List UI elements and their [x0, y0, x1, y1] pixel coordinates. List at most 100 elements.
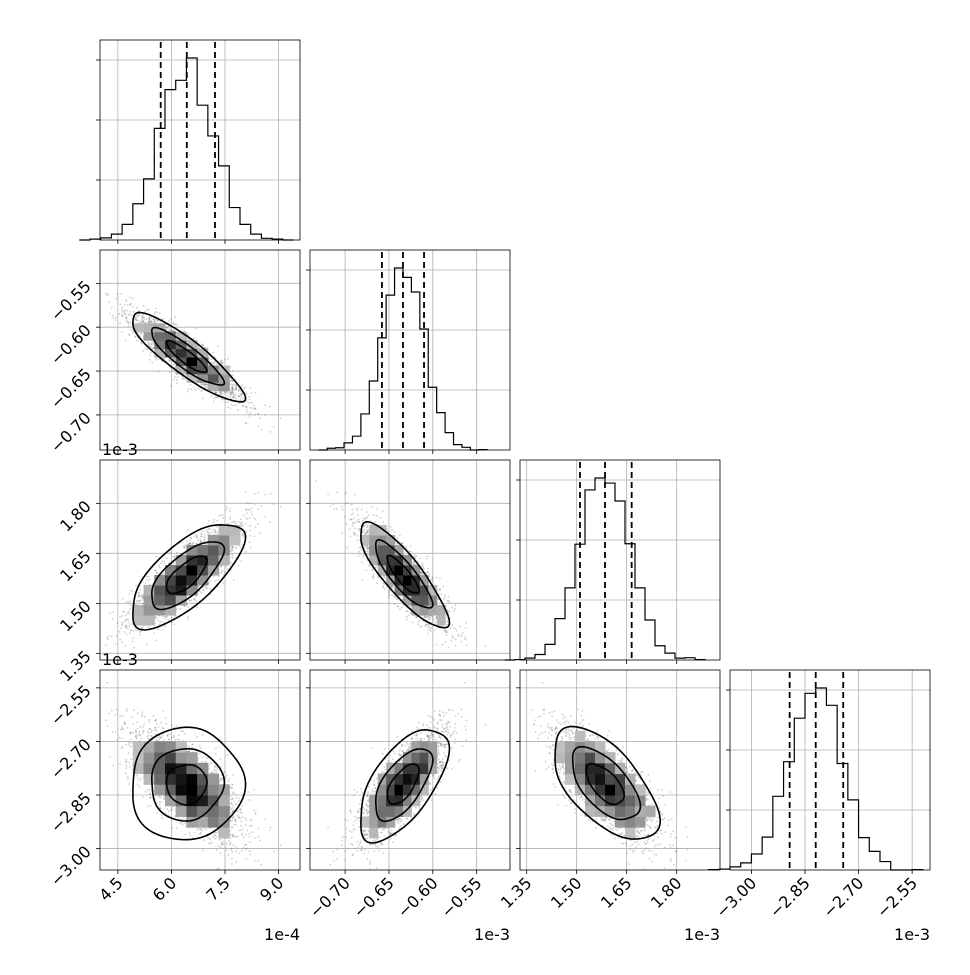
scatter-point [173, 379, 175, 381]
scatter-point [250, 511, 252, 513]
scatter-point [129, 600, 131, 602]
scatter-point [260, 505, 262, 507]
scatter-point [155, 359, 157, 361]
scatter-point [194, 389, 196, 391]
scatter-point [128, 611, 130, 613]
scatter-point [232, 370, 234, 372]
scatter-point [184, 378, 186, 380]
scatter-point [119, 303, 121, 305]
scatter-point [118, 313, 120, 315]
scatter-point [246, 409, 248, 411]
scatter-point [246, 412, 248, 414]
scatter-point [257, 413, 259, 415]
scatter-point [188, 332, 190, 334]
scatter-point [124, 611, 126, 613]
scatter-point [211, 395, 213, 397]
scatter-point [132, 297, 134, 299]
scatter-point [229, 407, 231, 409]
scatter-point [121, 641, 123, 643]
scatter-point [270, 431, 272, 433]
scatter-point [218, 515, 220, 517]
scatter-point [217, 345, 219, 347]
scatter-point [125, 627, 127, 629]
scatter-point [241, 525, 243, 527]
scatter-point [255, 526, 257, 528]
scatter-point [249, 402, 251, 404]
scatter-point [127, 321, 129, 323]
scatter-point [138, 634, 140, 636]
scatter-point [124, 304, 126, 306]
scatter-point [115, 319, 117, 321]
scatter-point [157, 629, 159, 631]
scatter-point [112, 315, 114, 317]
scatter-point [238, 521, 240, 523]
scatter-point [250, 392, 252, 394]
scatter-point [116, 635, 118, 637]
scatter-point [108, 635, 110, 637]
scatter-point [186, 531, 188, 533]
scatter-point [251, 514, 253, 516]
scatter-point [225, 401, 227, 403]
scatter-point [245, 422, 247, 424]
scatter-point [213, 401, 215, 403]
scatter-point [222, 582, 224, 584]
scatter-point [121, 623, 123, 625]
scatter-point [129, 296, 131, 298]
scatter-point [213, 519, 215, 521]
scatter-point [248, 396, 250, 398]
scatter-point [125, 313, 127, 315]
scatter-point [249, 509, 251, 511]
scatter-point [121, 307, 123, 309]
panel-frame [520, 460, 720, 660]
scatter-point [153, 633, 155, 635]
scatter-point [257, 523, 259, 525]
scatter-point [129, 311, 131, 313]
scatter-point [170, 318, 172, 320]
scatter-point [143, 305, 145, 307]
scatter-point [227, 401, 229, 403]
scatter-point [213, 521, 215, 523]
scatter-point [125, 615, 127, 617]
scatter-point [229, 508, 231, 510]
scatter-point [249, 503, 251, 505]
scatter-point [107, 638, 109, 640]
scatter-point [269, 521, 271, 523]
scatter-point [231, 569, 233, 571]
scatter-point [130, 604, 132, 606]
scatter-point [213, 352, 215, 354]
scatter-point [112, 611, 114, 613]
scatter-point [132, 590, 134, 592]
scatter-point [227, 358, 229, 360]
scatter-point [151, 362, 153, 364]
panel-content [95, 274, 300, 445]
scatter-point [119, 616, 121, 618]
scatter-point [118, 631, 120, 633]
scatter-point [248, 398, 250, 400]
scatter-point [249, 407, 251, 409]
scatter-point [155, 308, 157, 310]
scatter-point [243, 388, 245, 390]
scatter-point [257, 492, 259, 494]
scatter-point [147, 348, 149, 350]
scatter-point [182, 378, 184, 380]
scatter-point [269, 406, 271, 408]
scatter-point [253, 535, 255, 537]
scatter-point [149, 355, 151, 357]
scatter-point [240, 560, 242, 562]
scatter-point [251, 407, 253, 409]
scatter-point [126, 300, 128, 302]
scatter-point [176, 379, 178, 381]
scatter-point [232, 521, 234, 523]
scatter-point [121, 314, 123, 316]
scatter-point [109, 313, 111, 315]
scatter-point [142, 350, 144, 352]
panel-frame [100, 40, 300, 240]
scatter-point [250, 547, 252, 549]
scatter-point [264, 494, 266, 496]
scatter-point [112, 317, 114, 319]
scatter-point [97, 618, 99, 620]
scatter-point [187, 334, 189, 336]
scatter-point [129, 608, 131, 610]
scatter-point [202, 344, 204, 346]
scatter-point [187, 529, 189, 531]
